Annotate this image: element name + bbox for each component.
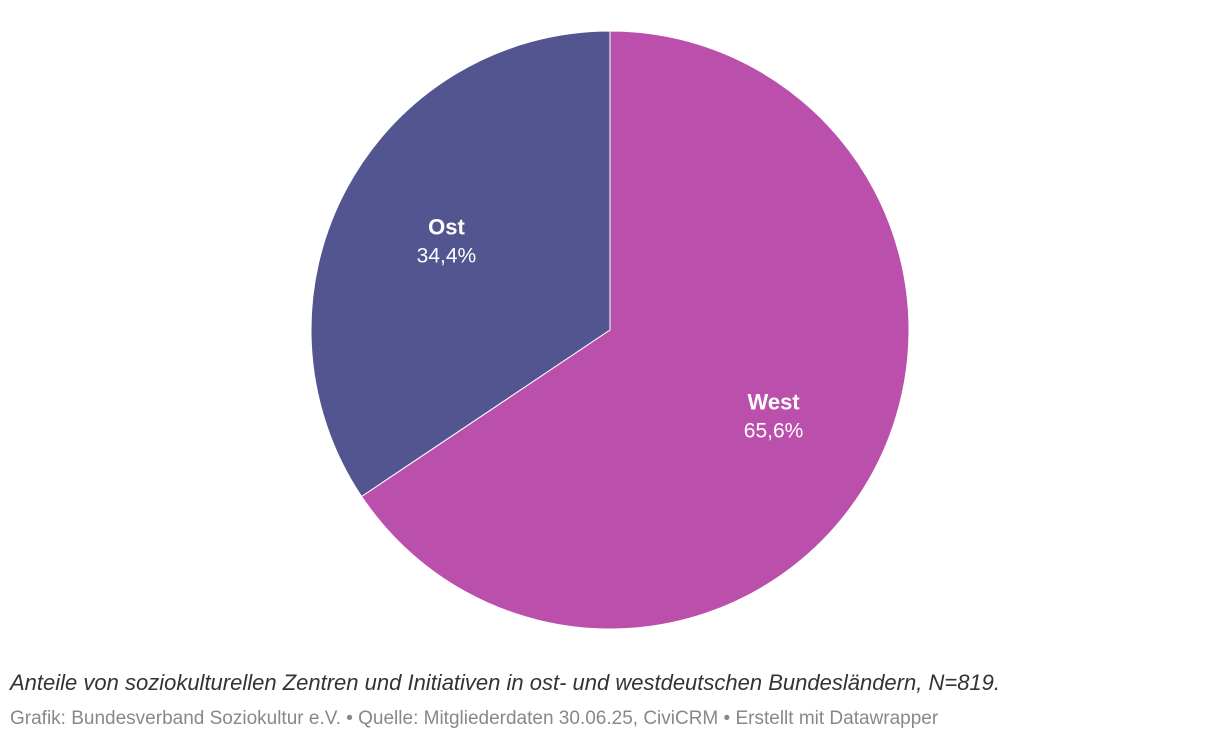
slice-label-west: West <box>747 389 800 414</box>
pie-labels: Ost 34,4% West 65,6% <box>417 215 804 443</box>
slice-value-ost: 34,4% <box>417 245 477 268</box>
slice-label-ost: Ost <box>428 215 465 240</box>
pie-chart: Ost 34,4% West 65,6% <box>310 30 910 630</box>
pie-slice-west <box>360 30 910 630</box>
pie-slice-ost <box>310 30 611 498</box>
slice-value-west: 65,6% <box>744 419 804 442</box>
chart-footer: Grafik: Bundesverband Soziokultur e.V. •… <box>10 708 939 729</box>
pie-slices <box>310 30 910 630</box>
chart-caption: Anteile von soziokulturellen Zentren und… <box>10 670 1001 695</box>
